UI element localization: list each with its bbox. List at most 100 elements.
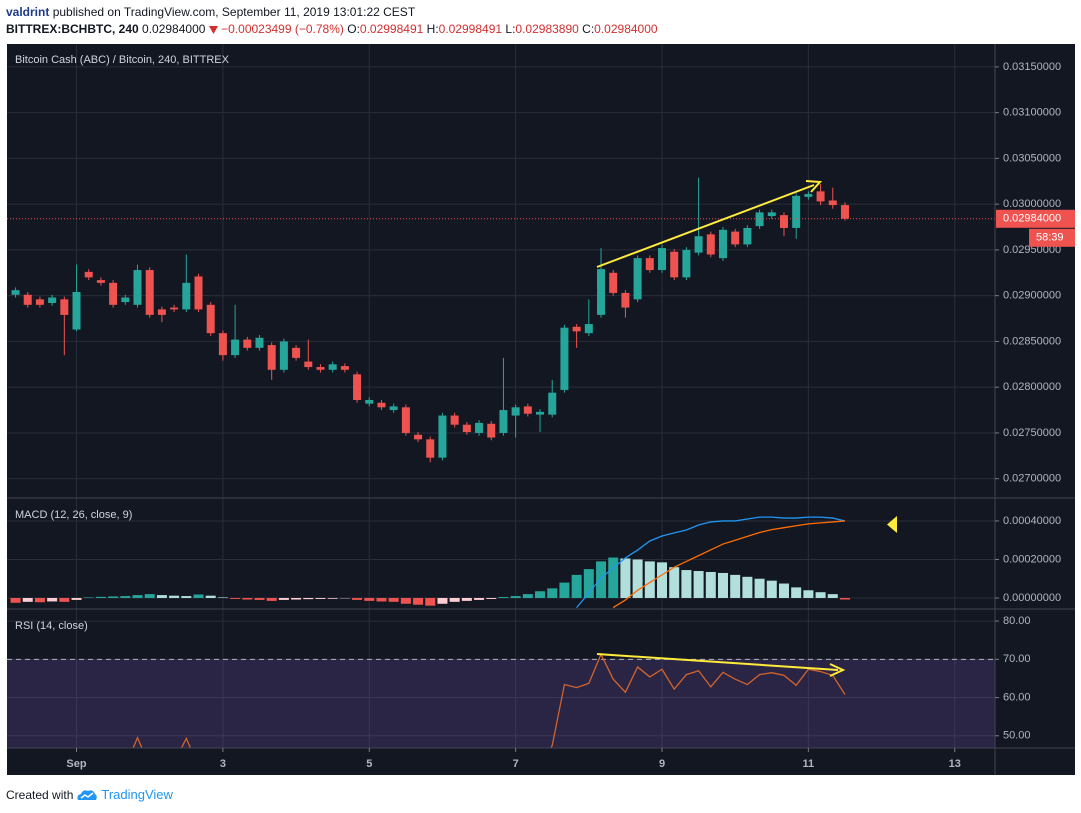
candle-body bbox=[194, 276, 203, 310]
histogram-bar bbox=[95, 596, 106, 598]
candle-body bbox=[170, 307, 179, 310]
candle-body bbox=[438, 415, 447, 458]
candle-body bbox=[414, 434, 423, 440]
histogram-bar bbox=[754, 578, 765, 598]
down-arrow-shape bbox=[208, 25, 218, 34]
histogram-bar bbox=[266, 597, 277, 601]
histogram-bar bbox=[327, 597, 338, 599]
histogram-bar bbox=[278, 597, 289, 600]
y-tick-label: 0.00020000 bbox=[1003, 553, 1061, 565]
candle-body bbox=[767, 212, 776, 217]
candle-body bbox=[755, 212, 764, 227]
histogram-bar bbox=[449, 597, 460, 602]
candle-body bbox=[694, 236, 703, 253]
ohlc-l: 0.02983890 bbox=[515, 22, 579, 36]
candle-body bbox=[633, 258, 642, 300]
brand: TradingView bbox=[101, 787, 173, 802]
ohlc-c-label: C: bbox=[582, 22, 595, 36]
histogram-bar bbox=[254, 597, 265, 600]
candle-body bbox=[475, 422, 484, 433]
y-tick-label: 0.02950000 bbox=[1003, 244, 1061, 256]
histogram-bar bbox=[681, 570, 692, 598]
histogram-bar bbox=[144, 594, 155, 598]
trend-arrow bbox=[596, 184, 815, 268]
candle-body bbox=[377, 402, 386, 408]
candle-body bbox=[560, 327, 569, 390]
candle-body bbox=[499, 410, 508, 433]
histogram-bar bbox=[583, 569, 594, 598]
histogram-bar bbox=[632, 559, 643, 598]
pane-title: RSI (14, close) bbox=[15, 620, 88, 632]
pane-title: Bitcoin Cash (ABC) / Bitcoin, 240, BITTR… bbox=[15, 54, 230, 66]
histogram-bar bbox=[230, 597, 241, 599]
candle-body bbox=[133, 270, 142, 305]
histogram-bar bbox=[693, 571, 704, 598]
candle-body bbox=[511, 407, 520, 416]
histogram-bar bbox=[510, 596, 521, 598]
candle-body bbox=[157, 309, 166, 315]
candle-body bbox=[779, 215, 788, 228]
candle-body bbox=[670, 251, 679, 278]
rsi-pane bbox=[7, 652, 995, 748]
y-tick-label: 70.00 bbox=[1003, 653, 1031, 665]
candle-body bbox=[523, 406, 532, 414]
histogram-bar bbox=[791, 587, 802, 598]
candle-body bbox=[121, 297, 130, 303]
histogram-bar bbox=[47, 597, 58, 602]
candle-body bbox=[72, 292, 81, 330]
histogram-bar bbox=[425, 597, 436, 606]
histogram-bar bbox=[193, 594, 204, 598]
candle-body bbox=[828, 200, 837, 206]
header-line: valdrint published on TradingView.com, S… bbox=[6, 5, 415, 19]
histogram-bar bbox=[620, 558, 631, 598]
histogram-bar bbox=[778, 583, 789, 598]
y-tick-label: 60.00 bbox=[1003, 691, 1031, 703]
histogram-bar bbox=[657, 562, 668, 598]
candle-body bbox=[353, 374, 362, 400]
histogram-bar bbox=[205, 595, 216, 598]
candle-body bbox=[340, 366, 349, 370]
logo-cloud bbox=[77, 789, 98, 800]
logo bbox=[77, 789, 98, 800]
histogram-bar bbox=[571, 574, 582, 598]
trend-arrow bbox=[596, 653, 839, 671]
candle-body bbox=[243, 339, 252, 348]
histogram-bar bbox=[839, 597, 850, 600]
symbol: BITTREX:BCHBTC, 240 bbox=[6, 22, 139, 36]
histogram-bar bbox=[608, 557, 619, 598]
histogram-bar bbox=[547, 588, 558, 598]
histogram-bar bbox=[461, 597, 472, 601]
candle-body bbox=[584, 324, 593, 334]
histogram-bar bbox=[413, 597, 424, 605]
candle-body bbox=[450, 415, 459, 425]
histogram-bar bbox=[437, 597, 448, 604]
candle-body bbox=[365, 399, 374, 404]
created-with: Created with bbox=[6, 787, 74, 802]
ohlc-o-label: O: bbox=[347, 22, 360, 36]
chart-background bbox=[7, 44, 1075, 775]
histogram-bar bbox=[34, 597, 45, 603]
histogram-bar bbox=[156, 595, 167, 598]
candle-body bbox=[316, 367, 325, 370]
x-tick-label: 11 bbox=[803, 758, 815, 770]
candle-body bbox=[840, 205, 849, 219]
marker-triangle bbox=[887, 516, 897, 533]
candle-body bbox=[816, 191, 825, 202]
logo-line bbox=[80, 791, 94, 799]
down-arrow bbox=[208, 25, 218, 34]
published: published on TradingView.com, September … bbox=[52, 5, 416, 19]
y-tick-label: 0.02800000 bbox=[1003, 381, 1061, 393]
histogram-bar bbox=[352, 597, 363, 600]
histogram-bar bbox=[10, 597, 21, 603]
x-tick-label: 3 bbox=[220, 758, 226, 770]
candle-body bbox=[597, 269, 606, 315]
last-price-box bbox=[996, 209, 1075, 228]
candle-body bbox=[462, 424, 471, 433]
candle-body bbox=[743, 227, 752, 245]
y-tick-label: 0.02850000 bbox=[1003, 335, 1061, 347]
candle-body bbox=[804, 194, 813, 197]
ohlc-h: 0.02998491 bbox=[438, 22, 503, 36]
candle-body bbox=[426, 439, 435, 458]
candle-body bbox=[621, 292, 630, 308]
axes: Sep 3 5 7 9 11 13 0.02700000 0.02750000 0.0280000… bbox=[15, 54, 1075, 770]
